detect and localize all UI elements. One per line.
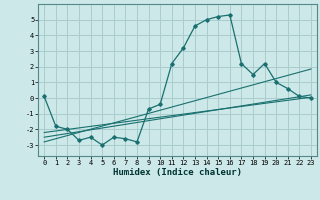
- X-axis label: Humidex (Indice chaleur): Humidex (Indice chaleur): [113, 168, 242, 177]
